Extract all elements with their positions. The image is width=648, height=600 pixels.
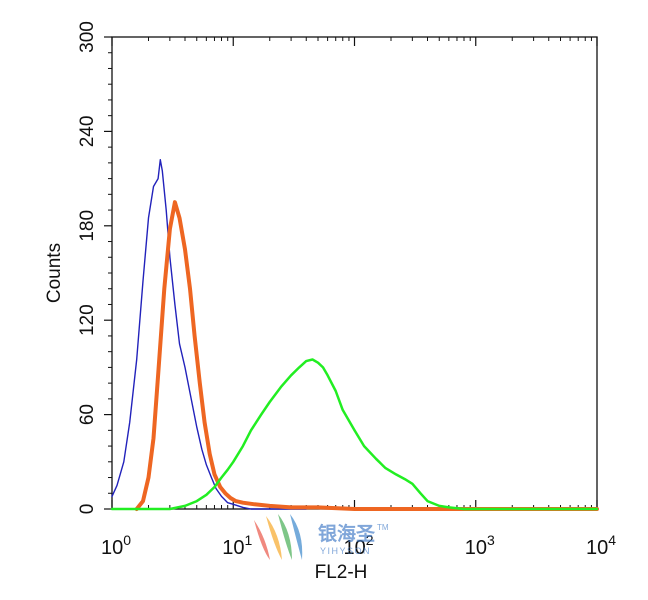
svg-text:TM: TM (377, 523, 389, 532)
plot-frame (111, 36, 598, 510)
x-tick-label: 104 (586, 532, 616, 559)
y-tick-label: 300 (77, 21, 98, 53)
watermark-logo: 银海圣 TM YIHYSON (254, 514, 389, 560)
y-tick-label: 60 (77, 404, 98, 425)
series-line-3 (110, 358, 599, 511)
x-tick-label: 102 (343, 532, 373, 559)
series-layer (110, 159, 599, 511)
y-axis-title: Counts (44, 243, 65, 303)
y-tick-label: 120 (77, 304, 98, 336)
series-line-2 (134, 200, 599, 511)
x-axis-title: FL2-H (315, 562, 368, 583)
x-tick-label: 101 (222, 532, 252, 559)
major-ticks (104, 36, 598, 510)
x-tick-labels: 100 101 102 103 104 (101, 532, 616, 559)
series-line-1 (111, 159, 307, 510)
minor-ticks (108, 37, 592, 509)
y-tick-labels: 0 60 120 180 240 300 (77, 21, 98, 514)
x-tick-label: 100 (101, 532, 131, 559)
y-tick-label: 240 (77, 116, 98, 148)
y-tick-label: 0 (77, 504, 98, 515)
x-tick-label: 103 (465, 532, 495, 559)
svg-text:YIHYSON: YIHYSON (320, 546, 371, 556)
y-tick-label: 180 (77, 210, 98, 242)
svg-text:银海圣: 银海圣 (318, 522, 376, 545)
